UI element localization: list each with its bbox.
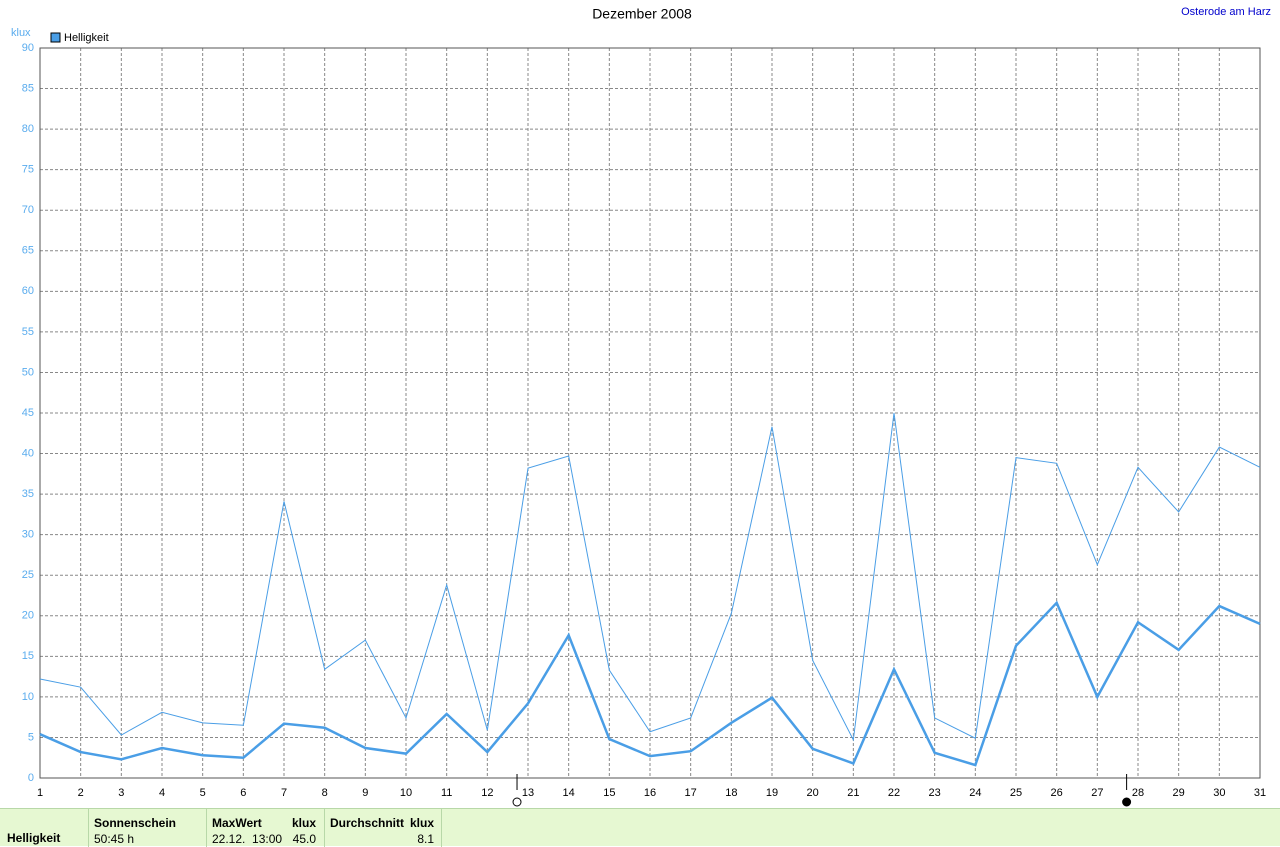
series-line bbox=[39, 600, 1261, 767]
summary-col: MaxWert klux 22.12. 13:00 45.0 bbox=[207, 809, 325, 847]
avg-unit: klux bbox=[409, 816, 434, 830]
y-tick-label: 20 bbox=[22, 610, 34, 622]
y-tick-label: 65 bbox=[22, 245, 34, 257]
series-line bbox=[39, 412, 1261, 742]
x-tick-label: 14 bbox=[563, 787, 575, 799]
x-tick-label: 29 bbox=[1173, 787, 1185, 799]
x-tick-label: 23 bbox=[929, 787, 941, 799]
x-tick-label: 9 bbox=[362, 787, 368, 799]
sunshine-header: Sonnenschein bbox=[94, 816, 177, 830]
y-tick-label: 35 bbox=[22, 488, 34, 500]
y-tick-label: 30 bbox=[22, 529, 34, 541]
x-tick-label: 18 bbox=[725, 787, 737, 799]
x-tick-label: 13 bbox=[522, 787, 534, 799]
avg-header: Durchschnitt bbox=[330, 816, 405, 830]
x-tick-label: 27 bbox=[1091, 787, 1103, 799]
y-tick-label: 60 bbox=[22, 285, 34, 297]
x-tick-label: 28 bbox=[1132, 787, 1144, 799]
chart-title: Dezember 2008 bbox=[592, 6, 692, 22]
max-time: 22.12. 13:00 bbox=[212, 832, 283, 846]
max-value: 45.0 bbox=[292, 832, 316, 846]
y-tick-label: 50 bbox=[22, 366, 34, 378]
x-tick-label: 31 bbox=[1254, 787, 1266, 799]
chart: Dezember 2008 Osterode am Harz klux Hell… bbox=[11, 6, 1271, 807]
y-tick-label: 90 bbox=[22, 42, 34, 54]
y-tick-label: 70 bbox=[22, 204, 34, 216]
x-tick-label: 22 bbox=[888, 787, 900, 799]
x-tick-label: 12 bbox=[481, 787, 493, 799]
y-tick-label: 25 bbox=[22, 569, 34, 581]
x-tick-label: 8 bbox=[322, 787, 328, 799]
y-tick-label: 85 bbox=[22, 82, 34, 94]
avg-value: 8.1 bbox=[417, 832, 434, 846]
y-tick-label: 5 bbox=[28, 731, 34, 743]
y-tick-label: 0 bbox=[28, 772, 34, 784]
x-tick-label: 17 bbox=[685, 787, 697, 799]
y-tick-label: 45 bbox=[22, 407, 34, 419]
y-tick-label: 15 bbox=[22, 650, 34, 662]
moon-marker bbox=[1122, 797, 1132, 807]
y-tick-label: 10 bbox=[22, 691, 34, 703]
x-tick-label: 25 bbox=[1010, 787, 1022, 799]
moon-marker bbox=[512, 797, 522, 807]
summary-col: Helligkeit bbox=[0, 809, 89, 847]
x-tick-label: 30 bbox=[1213, 787, 1225, 799]
plot-frame bbox=[39, 47, 1261, 779]
x-tick-label: 2 bbox=[78, 787, 84, 799]
x-tick-label: 3 bbox=[118, 787, 124, 799]
x-tick-label: 10 bbox=[400, 787, 412, 799]
summary-panel: Helligkeit Sonnenschein 50:45 h MaxWert … bbox=[0, 808, 1280, 847]
x-tick-label: 7 bbox=[281, 787, 287, 799]
max-header: MaxWert bbox=[212, 816, 262, 830]
y-tick-label: 55 bbox=[22, 326, 34, 338]
x-tick-label: 4 bbox=[159, 787, 165, 799]
y-tick-label: 40 bbox=[22, 447, 34, 459]
x-tick-label: 20 bbox=[807, 787, 819, 799]
x-tick-label: 1 bbox=[37, 787, 43, 799]
x-tick-label: 24 bbox=[969, 787, 981, 799]
x-tick-label: 26 bbox=[1051, 787, 1063, 799]
legend-label: Helligkeit bbox=[64, 32, 109, 44]
max-unit: klux bbox=[291, 816, 316, 830]
legend-swatch bbox=[50, 32, 61, 43]
x-tick-label: 5 bbox=[200, 787, 206, 799]
row-label: Helligkeit bbox=[7, 831, 61, 845]
summary-col: Durchschnitt klux 8.1 bbox=[325, 809, 442, 847]
x-tick-label: 11 bbox=[441, 787, 452, 799]
x-tick-label: 16 bbox=[644, 787, 656, 799]
x-tick-label: 15 bbox=[603, 787, 615, 799]
sunshine-value: 50:45 h bbox=[94, 832, 135, 846]
location: Osterode am Harz bbox=[1181, 6, 1271, 18]
summary-col: Sonnenschein 50:45 h bbox=[89, 809, 207, 847]
y-tick-label: 80 bbox=[22, 123, 34, 135]
y-axis-label: klux bbox=[11, 27, 31, 39]
x-tick-label: 21 bbox=[847, 787, 859, 799]
x-tick-label: 6 bbox=[240, 787, 246, 799]
y-tick-label: 75 bbox=[22, 164, 34, 176]
x-tick-label: 19 bbox=[766, 787, 778, 799]
